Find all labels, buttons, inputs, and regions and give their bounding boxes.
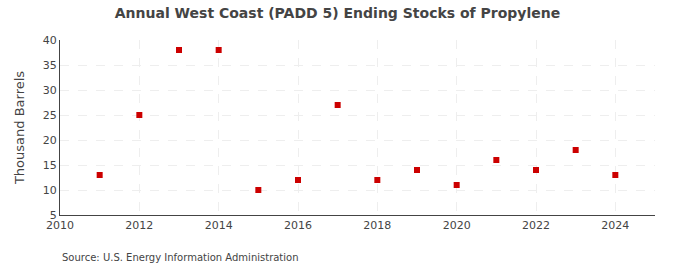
svg-text:40: 40 — [43, 34, 57, 47]
svg-text:5: 5 — [50, 209, 57, 222]
svg-text:2014: 2014 — [205, 219, 233, 232]
svg-text:10: 10 — [43, 184, 57, 197]
svg-text:30: 30 — [43, 84, 57, 97]
svg-text:15: 15 — [43, 159, 57, 172]
svg-text:Source: U.S. Energy Informatio: Source: U.S. Energy Information Administ… — [62, 252, 299, 263]
svg-text:2020: 2020 — [443, 219, 471, 232]
svg-text:2022: 2022 — [522, 219, 550, 232]
svg-text:2016: 2016 — [284, 219, 312, 232]
svg-text:2024: 2024 — [601, 219, 629, 232]
svg-text:20: 20 — [43, 134, 57, 147]
svg-text:2012: 2012 — [125, 219, 153, 232]
svg-text:35: 35 — [43, 59, 57, 72]
svg-text:2010: 2010 — [46, 219, 74, 232]
svg-text:Annual West Coast (PADD 5) End: Annual West Coast (PADD 5) Ending Stocks… — [115, 5, 560, 21]
svg-text:2018: 2018 — [363, 219, 391, 232]
svg-text:25: 25 — [43, 109, 57, 122]
svg-text:Thousand Barrels: Thousand Barrels — [12, 71, 27, 185]
